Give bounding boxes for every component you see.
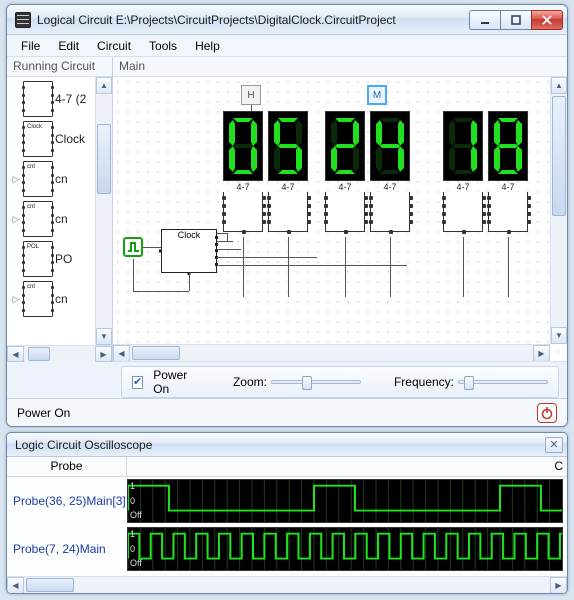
zoom-slider[interactable]: [271, 380, 361, 384]
canvas-header: Main: [113, 57, 567, 77]
scroll-up-icon[interactable]: ▲: [551, 77, 567, 94]
chip-icon: Clock: [23, 121, 53, 157]
menubar: File Edit Circuit Tools Help: [7, 35, 567, 57]
tree-hscrollbar[interactable]: ◀ ▶: [7, 345, 112, 362]
probe-row: Probe(7, 24)Main 10Off: [7, 525, 567, 573]
scroll-left-icon[interactable]: ◀: [113, 345, 130, 362]
seven-seg-display[interactable]: 4-7: [325, 111, 365, 232]
probe-name[interactable]: Probe(36, 25)Main[3]: [7, 477, 127, 525]
main-window: Logical Circuit E:\Projects\CircuitProje…: [6, 4, 568, 427]
chip-icon: [23, 81, 53, 117]
menu-edit[interactable]: Edit: [50, 37, 87, 55]
scope-close-button[interactable]: ✕: [545, 437, 563, 453]
digit-base-chip: [443, 192, 483, 232]
titlebar[interactable]: Logical Circuit E:\Projects\CircuitProje…: [7, 5, 567, 35]
seven-seg-screen: [325, 111, 365, 181]
maximize-button[interactable]: [500, 10, 532, 30]
scope-col-probe[interactable]: Probe: [7, 457, 127, 476]
scope-columns: Probe C: [7, 457, 567, 477]
scroll-left-icon[interactable]: ◀: [7, 577, 24, 594]
circuits-panel: Running Circuit 4-7 (2ClockClock▷cntcn▷c…: [7, 57, 113, 362]
scroll-right-icon[interactable]: ▶: [550, 577, 567, 594]
digit-label: 4-7: [443, 181, 483, 192]
close-button[interactable]: [531, 10, 563, 30]
power-label: Power On: [153, 368, 196, 396]
clock-chip-label: Clock: [162, 230, 216, 240]
status-text: Power On: [17, 406, 70, 420]
chip-icon: cnt: [23, 161, 53, 197]
frequency-slider[interactable]: [458, 380, 548, 384]
zoom-label: Zoom:: [233, 375, 267, 389]
canvas-hscrollbar[interactable]: ◀ ▶: [113, 344, 550, 361]
scope-title: Logic Circuit Oscilloscope: [15, 438, 545, 452]
scroll-down-icon[interactable]: ▼: [551, 327, 567, 344]
digit-base-chip: [488, 192, 528, 232]
expand-icon[interactable]: ▷: [11, 294, 21, 305]
seven-seg-screen: [223, 111, 263, 181]
probe-name[interactable]: Probe(7, 24)Main: [7, 525, 127, 573]
digit-label: 4-7: [325, 181, 365, 192]
pin-h[interactable]: H: [241, 85, 261, 105]
minimize-button[interactable]: [469, 10, 501, 30]
canvas-vscrollbar[interactable]: ▲ ▼: [550, 77, 567, 344]
scroll-up-icon[interactable]: ▲: [96, 77, 112, 94]
menu-tools[interactable]: Tools: [141, 37, 185, 55]
scope-titlebar[interactable]: Logic Circuit Oscilloscope ✕: [7, 433, 567, 457]
scope-col-right[interactable]: C: [127, 457, 567, 476]
scope-hscrollbar[interactable]: ◀ ▶: [7, 576, 567, 593]
control-bar: ✔ Power On Zoom: Frequency:: [121, 366, 559, 398]
scope-body: Probe(36, 25)Main[3] 10OffProbe(7, 24)Ma…: [7, 477, 567, 576]
seven-seg-display[interactable]: 4-7: [370, 111, 410, 232]
canvas-panel: Main H M Clock: [113, 57, 567, 362]
scroll-right-icon[interactable]: ▶: [95, 346, 112, 362]
seven-seg-screen: [268, 111, 308, 181]
digit-base-chip: [223, 192, 263, 232]
digit-label: 4-7: [488, 181, 528, 192]
seven-seg-display[interactable]: 4-7: [443, 111, 483, 232]
probe-waveform: 10Off: [127, 527, 563, 571]
circuits-panel-header: Running Circuit: [7, 57, 112, 77]
probe-row: Probe(36, 25)Main[3] 10Off: [7, 477, 567, 525]
seven-seg-display[interactable]: 4-7: [223, 111, 263, 232]
menu-file[interactable]: File: [13, 37, 48, 55]
digit-label: 4-7: [370, 181, 410, 192]
oscilloscope-window: Logic Circuit Oscilloscope ✕ Probe C Pro…: [6, 432, 568, 594]
seven-seg-screen: [443, 111, 483, 181]
expand-icon[interactable]: ▷: [11, 214, 21, 225]
clock-chip[interactable]: Clock: [161, 229, 217, 273]
window-title: Logical Circuit E:\Projects\CircuitProje…: [37, 13, 470, 27]
seven-seg-display[interactable]: 4-7: [268, 111, 308, 232]
freq-label: Frequency:: [394, 375, 454, 389]
digit-base-chip: [370, 192, 410, 232]
tree-vscrollbar[interactable]: ▲ ▼: [95, 77, 112, 345]
menu-help[interactable]: Help: [187, 37, 228, 55]
digit-label: 4-7: [268, 181, 308, 192]
status-bar: Power On: [7, 398, 567, 426]
app-icon: [15, 12, 31, 28]
digit-base-chip: [268, 192, 308, 232]
scroll-right-icon[interactable]: ▶: [533, 345, 550, 362]
power-button[interactable]: [537, 403, 557, 423]
chip-icon: cnt: [23, 281, 53, 317]
power-checkbox[interactable]: ✔: [132, 376, 143, 389]
seven-seg-screen: [488, 111, 528, 181]
probe-waveform: 10Off: [127, 479, 563, 523]
digit-label: 4-7: [223, 181, 263, 192]
expand-icon[interactable]: ▷: [11, 174, 21, 185]
clock-source[interactable]: [123, 237, 143, 257]
scroll-down-icon[interactable]: ▼: [96, 328, 112, 345]
seven-seg-display[interactable]: 4-7: [488, 111, 528, 232]
circuit-canvas[interactable]: H M Clock: [113, 77, 567, 362]
circuits-tree[interactable]: 4-7 (2ClockClock▷cntcn▷cntcnPOLPO▷cntcn …: [7, 77, 112, 345]
menu-circuit[interactable]: Circuit: [89, 37, 139, 55]
seven-seg-screen: [370, 111, 410, 181]
pin-m[interactable]: M: [367, 85, 387, 105]
digit-base-chip: [325, 192, 365, 232]
chip-icon: POL: [23, 241, 53, 277]
chip-icon: cnt: [23, 201, 53, 237]
scroll-left-icon[interactable]: ◀: [7, 346, 24, 362]
